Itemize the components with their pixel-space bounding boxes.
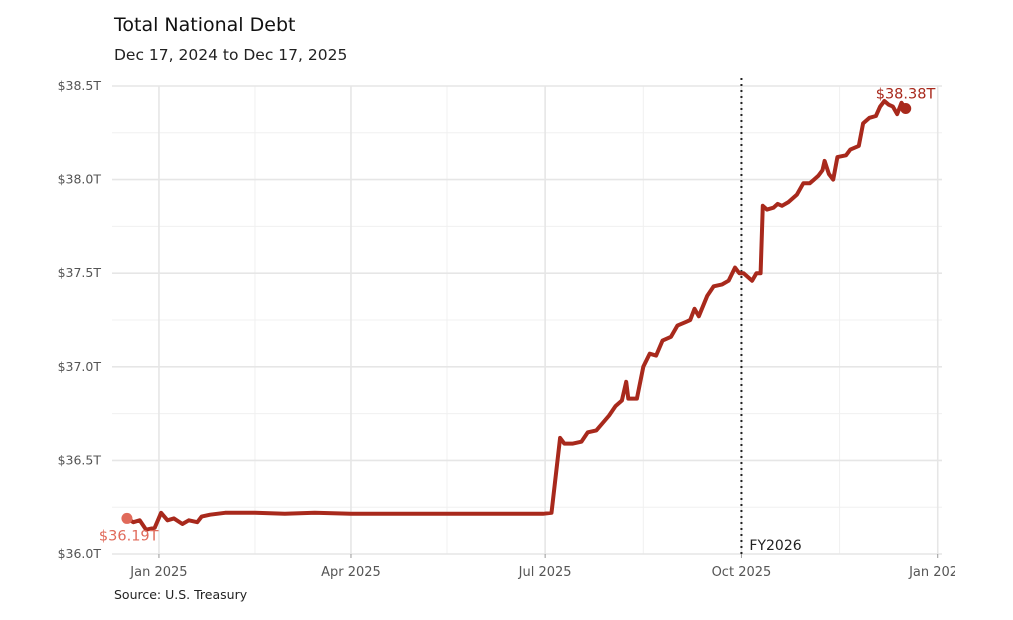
start-point <box>121 512 133 524</box>
y-tick-label: $37.5T <box>58 265 102 280</box>
minor-grid <box>112 86 942 554</box>
x-tick-label: Jul 2025 <box>518 565 572 580</box>
y-tick-label: $36.0T <box>58 546 102 561</box>
y-tick-label: $38.0T <box>58 172 102 187</box>
x-tick-label: Apr 2025 <box>321 565 381 580</box>
annotation-labels: $36.19T $38.38T <box>99 86 936 544</box>
endpoint-markers <box>121 102 912 524</box>
chart-title: Total National Debt <box>114 14 296 36</box>
x-tick-label: Oct 2025 <box>712 565 772 580</box>
series-layer <box>124 99 908 532</box>
fy2026-label: FY2026 <box>749 538 801 554</box>
y-tick-label: $37.0T <box>58 359 102 374</box>
fy2026-reference: FY2026 <box>740 78 802 554</box>
x-axis: Jan 2025 Apr 2025 Jul 2025 Oct 2025 Jan 2026 <box>129 554 966 580</box>
source-note: Source: U.S. Treasury <box>114 587 248 602</box>
chart-subtitle: Dec 17, 2024 to Dec 17, 2025 <box>114 46 348 64</box>
y-tick-label: $38.5T <box>58 78 102 93</box>
start-value-label: $36.19T <box>99 528 159 544</box>
end-value-label: $38.38T <box>876 86 936 102</box>
end-point <box>900 102 912 114</box>
x-tick-label: Jan 2025 <box>129 565 187 580</box>
debt-series-line <box>124 99 908 532</box>
y-tick-label: $36.5T <box>58 452 102 467</box>
x-tick-label: Jan 2026 <box>908 565 966 580</box>
y-axis: $36.0T $36.5T $37.0T $37.5T $38.0T $38.5T <box>58 78 102 561</box>
